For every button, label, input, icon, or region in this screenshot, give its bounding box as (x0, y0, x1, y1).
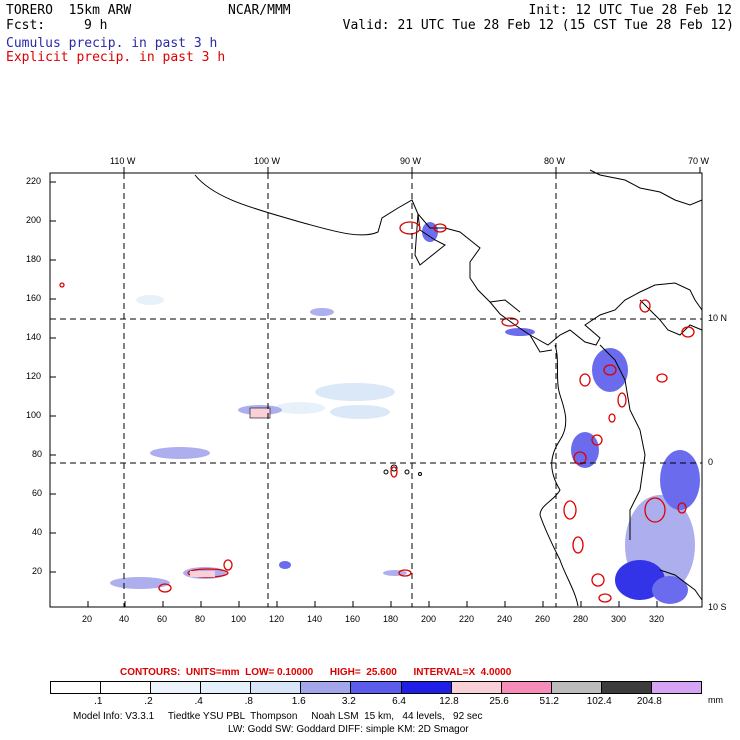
colorbar-label: 3.2 (341, 696, 356, 707)
lon-label: 90 W (400, 156, 422, 166)
x-tick: 280 (573, 614, 589, 624)
colorbar-cell (200, 682, 251, 693)
y-tick: 20 (32, 566, 43, 576)
colorbar-cell (600, 682, 651, 693)
model-info: Model Info: V3.3.1 Tiedtke YSU PBL Thomp… (73, 711, 483, 722)
colorbar-cell (450, 682, 501, 693)
x-tick: 260 (535, 614, 551, 624)
precip-patch (190, 571, 215, 577)
forecast-label: Fcst: (6, 18, 46, 33)
lat-label: 10 N (708, 313, 728, 323)
colorbar-cell (250, 682, 301, 693)
colorbar-label: 51.2 (539, 696, 559, 707)
explicit-precip-contours (59, 221, 695, 603)
lat-label: 10 S (708, 602, 727, 612)
map-frame (49, 172, 703, 608)
y-tick: 200 (26, 215, 42, 225)
y-tick: 220 (26, 176, 42, 186)
colorbar-unit: mm (708, 695, 723, 705)
y-tick: 100 (26, 410, 42, 420)
graticule (50, 173, 702, 607)
y-tick: 40 (32, 527, 43, 537)
x-tick: 240 (497, 614, 513, 624)
x-tick: 100 (231, 614, 247, 624)
y-tick: 60 (32, 488, 43, 498)
colorbar-cell (300, 682, 351, 693)
colorbar-label: 102.4 (586, 696, 612, 707)
colorbar-label: 1.6 (291, 696, 306, 707)
y-tick: 140 (26, 332, 42, 342)
model-physics: LW: Godd SW: Goddard DIFF: simple KM: 2D… (228, 724, 469, 735)
lon-label: 80 W (544, 156, 566, 166)
legend-cumulus: Cumulus precip. in past 3 h (6, 36, 218, 51)
x-tick: 160 (345, 614, 361, 624)
colorbar-label: 6.4 (392, 696, 406, 707)
lon-label: 110 W (110, 156, 136, 166)
y-tick: 120 (26, 371, 42, 381)
colorbar-cell (550, 682, 601, 693)
colorbar-cell (51, 682, 101, 693)
y-tick: 160 (26, 293, 42, 303)
x-tick: 180 (383, 614, 399, 624)
x-tick: 140 (307, 614, 323, 624)
y-tick: 180 (26, 254, 42, 264)
coastlines (194, 169, 703, 607)
y-tick: 80 (32, 449, 43, 459)
valid-time: Valid: 21 UTC Tue 28 Feb 12 (15 CST Tue … (342, 18, 734, 33)
colorbar-cell (500, 682, 551, 693)
org-label: NCAR/MMM (228, 3, 291, 18)
x-tick: 220 (459, 614, 475, 624)
lat-label: 0 (708, 457, 714, 467)
colorbar (50, 681, 702, 694)
model-title: TORERO 15km ARW (6, 3, 132, 18)
x-tick: 200 (421, 614, 437, 624)
colorbar-label: 25.6 (489, 696, 509, 707)
x-tick: 60 (157, 614, 168, 624)
axis-ticks (50, 167, 701, 607)
x-tick: 40 (119, 614, 130, 624)
colorbar-label: .8 (244, 696, 253, 707)
x-tick: 320 (649, 614, 665, 624)
x-tick: 120 (269, 614, 285, 624)
forecast-hour: 9 h (84, 18, 108, 33)
colorbar-label: .2 (144, 696, 153, 707)
init-time: Init: 12 UTC Tue 28 Feb 12 (528, 3, 733, 18)
x-tick: 80 (195, 614, 206, 624)
lon-label: 70 W (688, 156, 710, 166)
colorbar-label: .4 (194, 696, 203, 707)
colorbar-cell (100, 682, 151, 693)
colorbar-cell (650, 682, 702, 693)
colorbar-cell (150, 682, 201, 693)
x-tick: 20 (82, 614, 93, 624)
colorbar-label: .1 (94, 696, 103, 707)
lon-label: 100 W (254, 156, 281, 166)
colorbar-label: 12.8 (439, 696, 459, 707)
colorbar-cell (400, 682, 451, 693)
x-tick: 300 (611, 614, 627, 624)
contour-info: CONTOURS: UNITS=mm LOW= 0.10000 HIGH= 25… (120, 667, 512, 678)
colorbar-label: 204.8 (636, 696, 662, 707)
precip-patch (249, 407, 271, 419)
legend-explicit: Explicit precip. in past 3 h (6, 50, 226, 65)
cumulus-precip-shading (110, 222, 700, 604)
colorbar-cell (350, 682, 401, 693)
